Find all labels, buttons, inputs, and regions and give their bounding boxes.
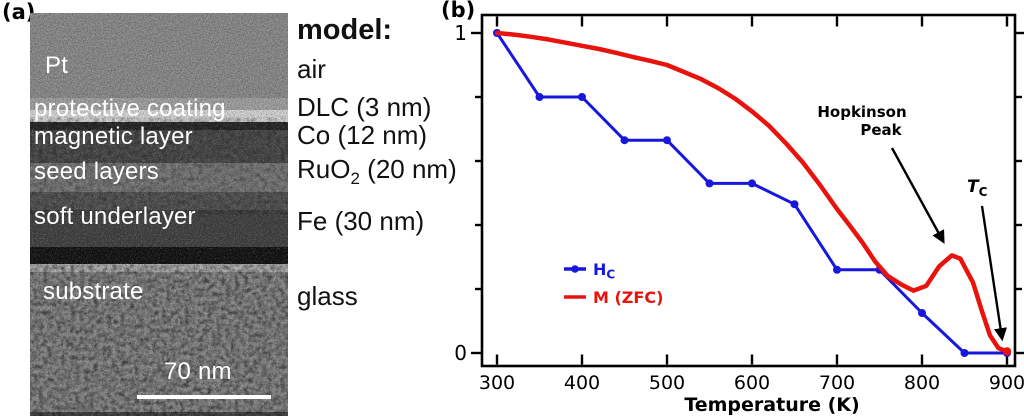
tc-label: TC	[967, 177, 988, 199]
data-point	[833, 265, 841, 274]
panel-b-label: (b)	[441, 0, 476, 22]
series-end-dot	[1002, 347, 1012, 356]
panel-a-label: (a)	[2, 0, 36, 24]
tem-label-pt: Pt	[45, 52, 69, 79]
model-item-dlc: DLC (3 nm)	[297, 92, 432, 122]
tem-speckle-substrate	[30, 272, 288, 416]
x-tick-label: 700	[819, 372, 855, 394]
data-point	[578, 93, 586, 101]
data-point	[748, 179, 756, 188]
tem-label-substrate: substrate	[43, 278, 144, 305]
hopkinson-arrow	[890, 147, 945, 244]
data-point	[705, 179, 714, 188]
temperature-chart: 300 400 500 600 700 800 900 0 1 Temperature (K) HC…	[454, 13, 1024, 416]
x-tick-label: 600	[734, 372, 770, 394]
data-point	[960, 349, 969, 357]
legend-marker	[571, 265, 579, 273]
tem-label-soft-underlayer: soft underlayer	[34, 203, 196, 230]
tem-label-magnetic-layer: magnetic layer	[34, 123, 193, 150]
data-point	[918, 309, 926, 317]
hopkinson-peak-label: Hopkinson	[817, 103, 906, 121]
x-tick-label: 500	[649, 372, 685, 394]
plot-frame	[480, 13, 1017, 368]
x-tick-label: 800	[904, 372, 940, 394]
data-point	[535, 93, 544, 101]
data-point	[663, 136, 671, 145]
data-point	[790, 200, 799, 209]
series-line-0	[495, 31, 1009, 355]
legend-label: HC	[593, 260, 615, 282]
tem-micrograph	[30, 13, 288, 416]
x-tick-label: 300	[479, 372, 515, 394]
data-point	[620, 136, 629, 145]
series-line-1	[494, 30, 1010, 354]
model-column-title: model:	[297, 14, 393, 46]
model-item-fe: Fe (30 nm)	[297, 206, 425, 236]
tc-arrow	[980, 205, 1008, 342]
x-axis-label: Temperature (K)	[684, 394, 859, 416]
tem-label-seed-layers: seed layers	[34, 158, 159, 185]
tem-mottle-magnetic	[30, 122, 288, 210]
model-item-ruo2: RuO2 (20 nm)	[297, 154, 457, 189]
y-tick-label: 1	[454, 21, 467, 45]
x-tick-label: 400	[564, 372, 600, 394]
scale-bar	[137, 395, 271, 399]
legend-label: M (ZFC)	[593, 288, 663, 307]
model-item-air: air	[297, 54, 326, 84]
scale-bar-label: 70 nm	[164, 358, 232, 385]
model-item-co: Co (12 nm)	[297, 120, 428, 150]
hopkinson-peak-label-line2: Peak	[860, 121, 902, 139]
y-tick-label: 0	[454, 341, 467, 365]
x-tick-label: 900	[989, 372, 1024, 394]
tem-label-protective-coating: protective coating	[34, 95, 226, 122]
model-item-glass: glass	[297, 281, 358, 311]
